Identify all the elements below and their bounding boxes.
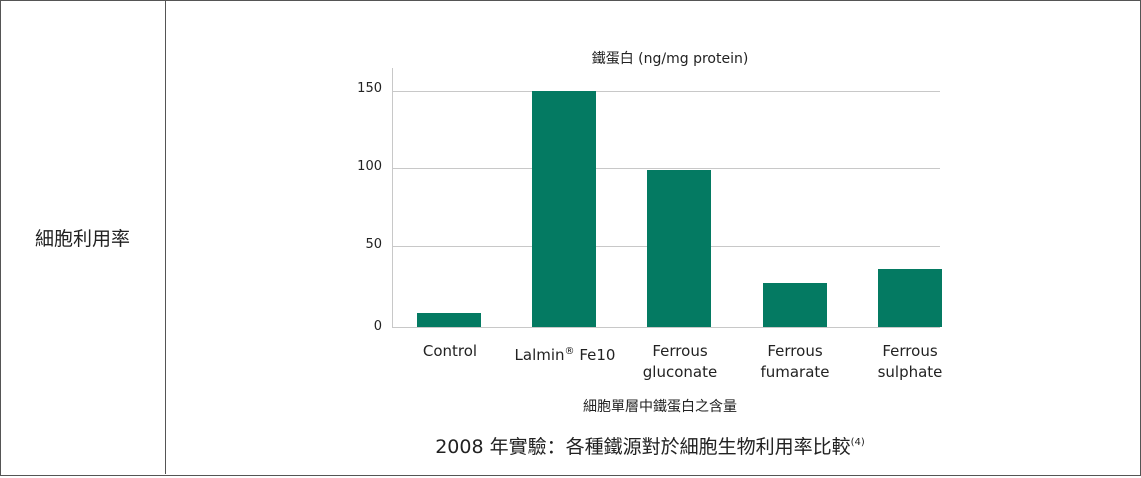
bar-0 — [417, 313, 481, 327]
y-tick-0: 0 — [373, 319, 382, 334]
x-axis-line — [392, 327, 940, 328]
y-tick-150: 150 — [357, 81, 382, 96]
x-label-fumarate: Ferrous fumarate — [760, 342, 830, 381]
bar-4 — [878, 269, 942, 327]
x-label-gluconate: Ferrous gluconate — [642, 342, 718, 381]
x-label-sulphate: Ferrous sulphate — [877, 342, 943, 381]
gridline-150 — [392, 91, 940, 92]
bar-1 — [532, 91, 596, 327]
y-tick-100: 100 — [357, 159, 382, 174]
bar-3 — [763, 283, 827, 327]
column-divider — [165, 0, 166, 474]
x-label-control: Control — [422, 342, 478, 360]
row-label: 細胞利用率 — [34, 227, 130, 250]
x-label-lalmin: Lalmin® Fe10 — [514, 346, 616, 364]
y-axis-line — [392, 68, 393, 328]
chart-title: 鐵蛋白 (ng/mg protein) — [591, 51, 749, 67]
figure-caption: 2008 年實驗：各種鐵源對於細胞生物利用率比較(4) — [435, 436, 865, 458]
y-tick-50: 50 — [365, 237, 382, 252]
x-axis-title: 細胞單層中鐵蛋白之含量 — [583, 399, 737, 415]
gridline-100 — [392, 168, 940, 169]
bar-2 — [647, 170, 711, 327]
